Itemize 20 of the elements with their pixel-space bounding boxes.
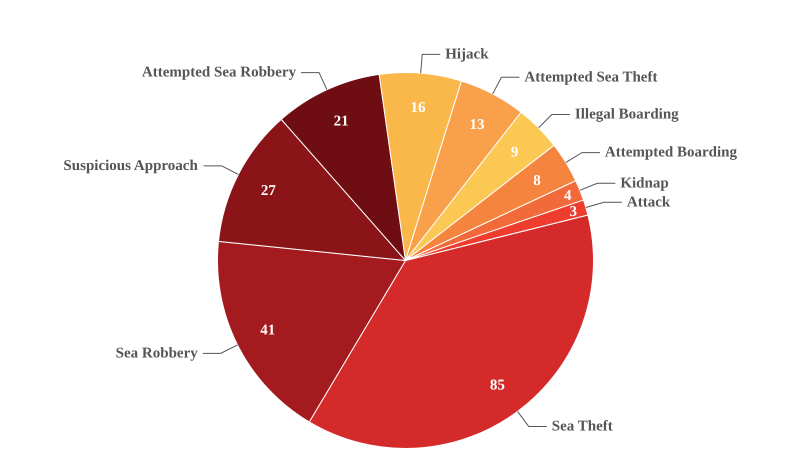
data-label: 21: [334, 113, 349, 130]
data-label: 4: [564, 188, 572, 204]
slice-label: Suspicious Approach: [63, 158, 198, 174]
slice-label: Kidnap: [620, 175, 669, 192]
slice-label: Sea Robbery: [116, 345, 198, 362]
data-label: 85: [490, 377, 505, 394]
data-label: 13: [469, 116, 484, 133]
slice-label: Attempted Sea Theft: [524, 69, 658, 86]
data-label: 16: [410, 100, 426, 116]
data-label: 3: [569, 204, 577, 220]
slice-label: Hijack: [445, 46, 490, 62]
data-label: 8: [533, 173, 541, 190]
data-label: 27: [260, 182, 276, 199]
slice-label: Attack: [626, 194, 671, 210]
slice-label: Attempted Boarding: [604, 144, 738, 161]
slice-label: Attempted Sea Robbery: [142, 64, 297, 81]
data-label: 41: [260, 322, 276, 339]
slice-label: Sea Theft: [552, 418, 613, 435]
data-label: 9: [510, 144, 518, 161]
slice-label: Illegal Boarding: [574, 106, 680, 122]
